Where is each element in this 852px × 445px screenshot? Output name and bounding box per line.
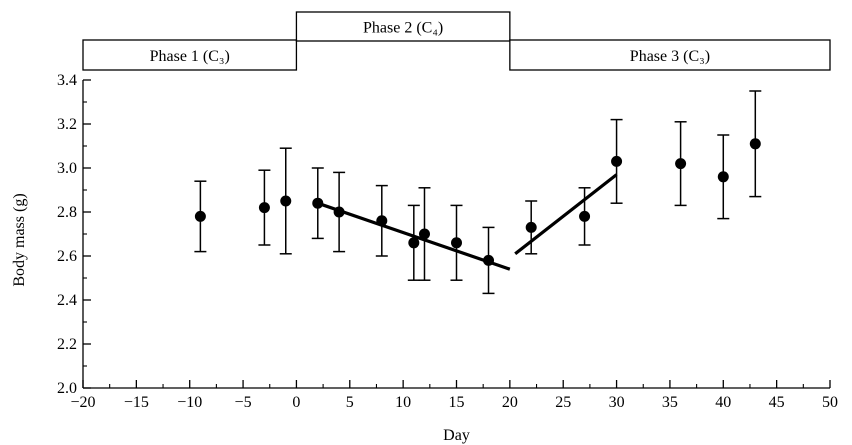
x-tick-label: 50 xyxy=(822,394,838,411)
x-tick-label: 25 xyxy=(555,394,571,411)
x-tick-label: 45 xyxy=(769,394,785,411)
phase-bar: Phase 1 (C₃) Phase 2 (C₄) Phase 3 (C₃) xyxy=(82,11,831,71)
data-point xyxy=(717,171,729,183)
data-point-group xyxy=(279,147,292,255)
x-tick-label: 40 xyxy=(715,394,731,411)
data-point-group xyxy=(482,226,495,295)
phase-label: Phase 2 (C₄) xyxy=(363,20,443,37)
y-tick-label: 3.4 xyxy=(57,72,77,89)
data-points xyxy=(194,90,762,295)
y-tick-label: 2.8 xyxy=(57,204,77,221)
data-point-group xyxy=(749,90,762,198)
trend-line xyxy=(514,173,618,256)
x-tick-label: 10 xyxy=(395,394,411,411)
data-point xyxy=(258,202,270,214)
data-point-group xyxy=(450,204,463,281)
data-point-group xyxy=(717,134,730,220)
data-point xyxy=(483,254,495,266)
x-tick-label: 35 xyxy=(662,394,678,411)
y-tick-label: 2.6 xyxy=(57,248,77,265)
x-tick-label: −20 xyxy=(70,394,95,411)
y-tick-label: 3.2 xyxy=(57,116,77,133)
x-tick-label: 30 xyxy=(609,394,625,411)
data-point xyxy=(451,237,462,249)
x-tick-label: 5 xyxy=(346,394,354,411)
phase-label: Phase 1 (C₃) xyxy=(150,48,230,65)
y-tick-label: 2.4 xyxy=(57,292,77,309)
x-tick-label: 15 xyxy=(449,394,465,411)
data-point-group xyxy=(418,187,431,281)
phase-label: Phase 3 (C₃) xyxy=(630,48,710,65)
data-point-group xyxy=(194,180,207,253)
data-point xyxy=(333,206,345,218)
x-tick-label: −5 xyxy=(235,394,252,411)
data-point-group xyxy=(375,184,388,257)
x-tick-label: −10 xyxy=(177,394,202,411)
data-point-group xyxy=(333,171,346,253)
data-point xyxy=(194,210,206,222)
data-point xyxy=(525,221,537,233)
phase-box xyxy=(295,11,511,42)
data-point-group xyxy=(258,169,271,246)
trend-lines xyxy=(317,173,618,271)
x-tick-label: 20 xyxy=(502,394,518,411)
data-point xyxy=(611,155,623,167)
data-point xyxy=(675,158,687,170)
x-ticks: −20 −15 −10 −5 0 5 10 15 20 25 30 35 40 45 50 xyxy=(70,380,838,411)
data-point xyxy=(312,197,324,209)
data-point-group xyxy=(311,167,324,240)
data-point xyxy=(418,228,430,240)
y-tick-label: 2.0 xyxy=(57,380,77,397)
y-tick-label: 2.2 xyxy=(57,336,77,353)
data-point-group xyxy=(407,204,420,281)
y-tick-label: 3.0 xyxy=(57,160,77,177)
x-axis-label: Day xyxy=(443,427,470,444)
data-point-group xyxy=(610,118,623,204)
data-point-group xyxy=(578,187,591,246)
data-point xyxy=(376,215,388,227)
data-point xyxy=(280,195,292,207)
data-point-group xyxy=(525,200,538,255)
data-point xyxy=(579,210,591,222)
y-ticks: 2.0 2.2 2.4 2.6 2.8 3.0 3.2 3.4 xyxy=(57,72,91,397)
data-point xyxy=(749,138,761,150)
x-tick-label: −15 xyxy=(124,394,149,411)
y-axis-label: Body mass (g) xyxy=(11,193,28,286)
data-point-group xyxy=(674,121,687,207)
phase-box xyxy=(509,39,831,71)
phase-box xyxy=(82,39,298,71)
x-tick-label: 0 xyxy=(292,394,300,411)
data-point xyxy=(408,237,420,249)
